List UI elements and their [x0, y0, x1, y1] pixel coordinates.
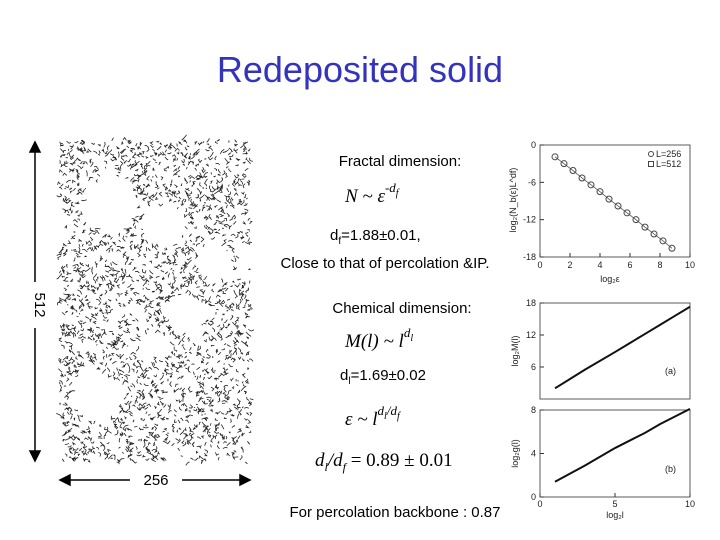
panel-tag: (a)	[665, 366, 676, 376]
formula-part: d	[404, 325, 411, 340]
text-part: d	[340, 367, 348, 384]
formula-part: l	[384, 411, 387, 422]
height-arrow	[28, 140, 42, 463]
y-tick-label: -6	[528, 177, 536, 187]
x-tick-label: 6	[627, 260, 632, 270]
plot-frame	[539, 409, 691, 498]
close-note: Close to that of percolation &IP.	[280, 255, 489, 272]
point	[623, 209, 631, 217]
legend-label: L=256	[656, 149, 681, 159]
y-tick-label: -18	[523, 252, 536, 262]
width-arrow	[58, 473, 252, 487]
legend-symbol	[648, 151, 654, 157]
point	[668, 244, 676, 252]
formula-part: l	[410, 333, 413, 344]
plot-frame	[539, 302, 691, 400]
legend-symbol	[648, 161, 654, 167]
formula-part: d	[378, 403, 385, 418]
y-tick-label: 6	[531, 362, 536, 372]
x-tick-label: 4	[597, 260, 602, 270]
fractal-texture	[56, 134, 255, 466]
chemical-formula: M(l) ~ ldl	[344, 325, 413, 352]
text-part: =1.88±0.01,	[341, 227, 421, 244]
height-label: 512	[31, 292, 48, 317]
fit-line	[554, 156, 673, 249]
y-tick-label: 0	[531, 140, 536, 150]
legend-label: L=512	[656, 159, 681, 169]
eps-formula: ε ~ ldl/df	[345, 403, 401, 430]
chemical-heading: Chemical dimension:	[332, 300, 471, 317]
y-axis-label: log₂(N_b(ε)L^df)	[508, 168, 518, 233]
point	[614, 202, 622, 210]
formula-part: -d	[385, 180, 396, 195]
x-tick-label: 0	[537, 260, 542, 270]
plot-frame	[539, 144, 691, 258]
x-tick-label: 10	[685, 499, 695, 509]
width-label: 256	[143, 472, 168, 489]
df-value: df=1.88±0.01,	[330, 227, 421, 247]
y-tick-label: 12	[526, 330, 536, 340]
point	[641, 223, 649, 231]
y-tick-label: 0	[531, 492, 536, 502]
fractal-heading: Fractal dimension:	[339, 153, 462, 170]
text-part: =1.69±0.02	[351, 367, 426, 384]
y-tick-label: 4	[531, 449, 536, 459]
x-axis-label: log₂ε	[600, 274, 620, 284]
title: Redeposited solid	[217, 49, 503, 90]
formula-part: d	[315, 450, 325, 471]
fractal-image	[56, 134, 255, 466]
y-tick-label: 8	[531, 405, 536, 415]
formula-part: /d	[386, 403, 398, 418]
formula-part: f	[343, 460, 348, 474]
text-part: f	[338, 236, 341, 247]
point	[587, 181, 595, 189]
formula-part: f	[397, 411, 401, 422]
x-tick-label: 8	[657, 260, 662, 270]
text-part: l	[348, 376, 350, 387]
backbone-note: For percolation backbone : 0.87	[290, 504, 501, 521]
point	[551, 153, 559, 161]
point	[659, 237, 667, 245]
formula-part: ε ~ l	[345, 409, 378, 430]
formula-part: /d	[327, 450, 343, 471]
y-axis-label: log₂g(l)	[510, 439, 520, 468]
x-tick-label: 10	[685, 260, 695, 270]
data-curve	[554, 408, 691, 483]
ratio-formula: dl/df = 0.89 ± 0.01	[315, 450, 453, 474]
point	[605, 195, 613, 203]
formula-part: = 0.89 ± 0.01	[346, 450, 453, 471]
formula-part: l	[325, 460, 329, 474]
formula-part: f	[396, 188, 400, 199]
dl-value: dl=1.69±0.02	[340, 367, 426, 387]
x-tick-label: 5	[612, 499, 617, 509]
fractal-formula: N ~ ε-df	[344, 180, 400, 207]
panel-tag: (b)	[665, 464, 676, 474]
y-axis-label: log₂M(l)	[510, 336, 520, 367]
x-tick-label: 2	[567, 260, 572, 270]
formula-part: N ~ ε	[344, 186, 385, 207]
x-tick-label: 0	[537, 499, 542, 509]
data-curve	[554, 305, 691, 390]
y-tick-label: 18	[526, 298, 536, 308]
point	[569, 167, 577, 175]
point	[632, 216, 640, 224]
formula-part: M(l) ~ l	[344, 331, 404, 352]
x-axis-label: log₂l	[606, 510, 624, 520]
y-tick-label: -12	[523, 215, 536, 225]
point	[596, 188, 604, 196]
fractal-bg	[60, 140, 250, 462]
point	[560, 160, 568, 168]
plots: 0 2 4 6 8 10 0 -6 -12 -18 log₂ε log₂(N_b(ε)L^df) L=2…	[508, 140, 695, 520]
point	[578, 174, 586, 182]
point	[650, 230, 658, 238]
text-part: d	[330, 227, 338, 244]
